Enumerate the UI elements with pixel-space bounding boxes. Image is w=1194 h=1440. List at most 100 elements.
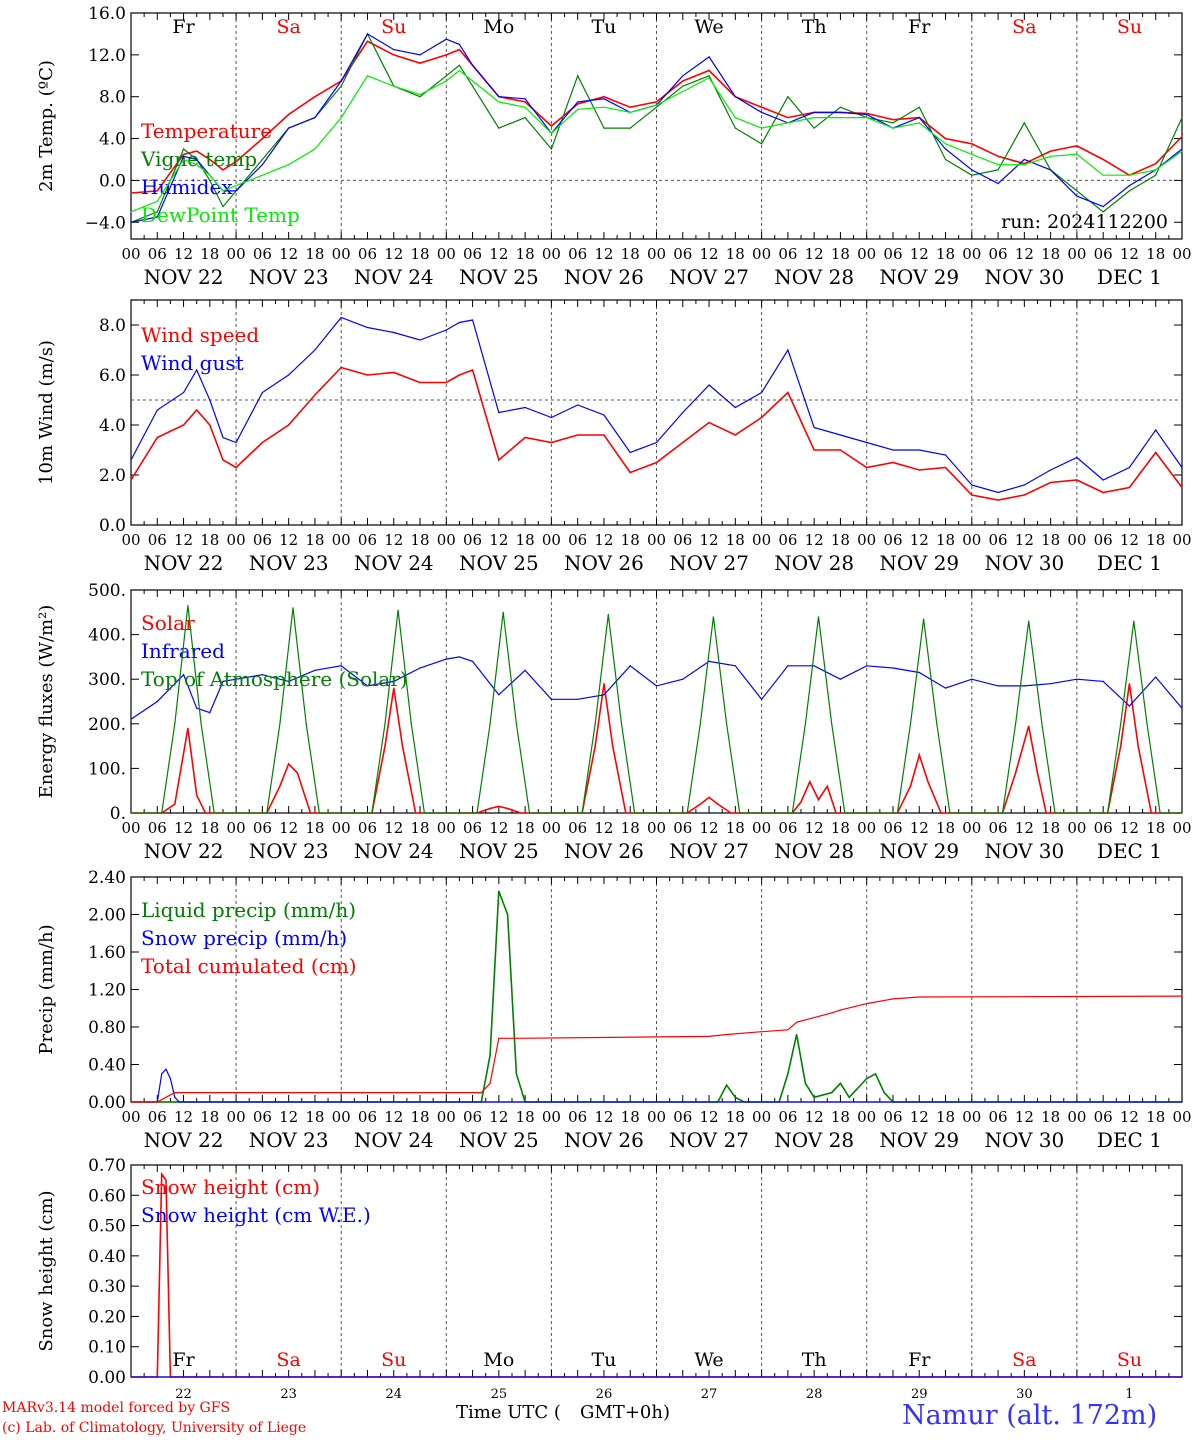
series-line-snow-precip-mm-h- [131, 1068, 1182, 1103]
data-point [791, 812, 793, 814]
hour-label: 00 [227, 531, 246, 549]
data-point [1128, 466, 1130, 469]
data-point [839, 117, 842, 119]
data-point [498, 96, 500, 98]
date-label: NOV 29 [879, 839, 959, 863]
data-point [634, 812, 636, 814]
data-point [1076, 145, 1078, 147]
data-point [787, 96, 789, 98]
data-point [445, 658, 447, 660]
data-point [130, 479, 132, 481]
hour-label: 00 [1067, 245, 1086, 263]
hour-label: 18 [1041, 1108, 1060, 1126]
data-point [866, 1078, 868, 1080]
series-line-humidex [130, 33, 1183, 223]
hour-label: 12 [910, 1108, 929, 1126]
date-label: NOV 25 [459, 839, 539, 863]
date-label: NOV 30 [984, 551, 1064, 575]
hour-label: 12 [174, 1108, 193, 1126]
data-point [366, 374, 369, 376]
data-point [804, 723, 807, 725]
hour-label: 06 [883, 245, 902, 263]
data-point [761, 698, 763, 700]
data-point [896, 812, 899, 814]
data-point [200, 723, 202, 725]
data-point [288, 127, 290, 129]
data-point [458, 374, 460, 376]
data-point [796, 1033, 798, 1036]
data-point [165, 1068, 167, 1070]
data-point [384, 745, 386, 747]
hour-label: 18 [410, 1108, 429, 1126]
data-point [577, 101, 579, 103]
data-point [1076, 456, 1078, 459]
data-point [130, 459, 132, 461]
data-point [156, 700, 158, 703]
hour-label: 18 [516, 245, 535, 263]
data-point [498, 127, 500, 129]
y-tick-label: 8.0 [99, 316, 126, 336]
hour-label: 06 [989, 245, 1008, 263]
data-point [507, 807, 509, 810]
data-point [1155, 429, 1157, 431]
data-point [393, 371, 395, 374]
data-point [761, 106, 763, 108]
data-point [997, 499, 999, 501]
time-axis-zone: GMT+0h) [580, 1402, 670, 1423]
data-point [1181, 1376, 1183, 1378]
data-point [892, 998, 894, 1000]
data-point [222, 206, 224, 208]
hour-label: 12 [1015, 819, 1034, 837]
data-point [174, 723, 176, 725]
data-point [835, 812, 837, 814]
hour-label: 00 [227, 245, 246, 263]
data-point [603, 98, 605, 100]
data-point [340, 80, 342, 82]
hour-label: 12 [594, 819, 613, 837]
data-point [489, 1082, 491, 1084]
hour-label: 00 [542, 531, 561, 549]
data-point [734, 434, 736, 436]
hour-label: 12 [700, 245, 719, 263]
data-point [603, 127, 605, 129]
data-point [419, 339, 421, 341]
hour-label: 06 [253, 1108, 272, 1126]
hour-label: 18 [410, 531, 429, 549]
data-point [235, 812, 237, 814]
data-point [1181, 117, 1183, 119]
data-point [787, 1029, 789, 1031]
data-point [1128, 683, 1130, 685]
data-point [550, 132, 553, 134]
weekday-label: Sa [1012, 1349, 1036, 1371]
series-line-wind-gust [130, 316, 1183, 494]
data-point [699, 723, 701, 725]
weekday-label: Tu [591, 1349, 616, 1371]
data-point [971, 494, 973, 496]
hour-label: 00 [647, 819, 666, 837]
hour-label: 00 [227, 1108, 246, 1126]
data-point [726, 1084, 728, 1086]
data-point [909, 785, 912, 787]
data-point [866, 112, 868, 114]
data-point [787, 117, 789, 119]
hour-label: 00 [647, 245, 666, 263]
y-tick-label: 0.0 [99, 171, 126, 191]
data-point [314, 148, 316, 150]
date-label: NOV 25 [459, 551, 539, 575]
data-point [1023, 158, 1025, 161]
hour-label: 18 [200, 1108, 219, 1126]
hour-label: 06 [253, 245, 272, 263]
data-point [261, 174, 263, 176]
hour-label: 18 [200, 245, 219, 263]
hour-label: 18 [621, 531, 640, 549]
data-point [393, 680, 395, 683]
data-point [174, 1096, 176, 1098]
data-point [1159, 812, 1161, 814]
data-point [1128, 486, 1130, 489]
data-point [603, 694, 605, 696]
data-point [892, 667, 894, 669]
data-point [787, 391, 789, 394]
data-point [1137, 745, 1139, 747]
data-point [813, 1096, 815, 1098]
hour-label: 18 [305, 531, 324, 549]
